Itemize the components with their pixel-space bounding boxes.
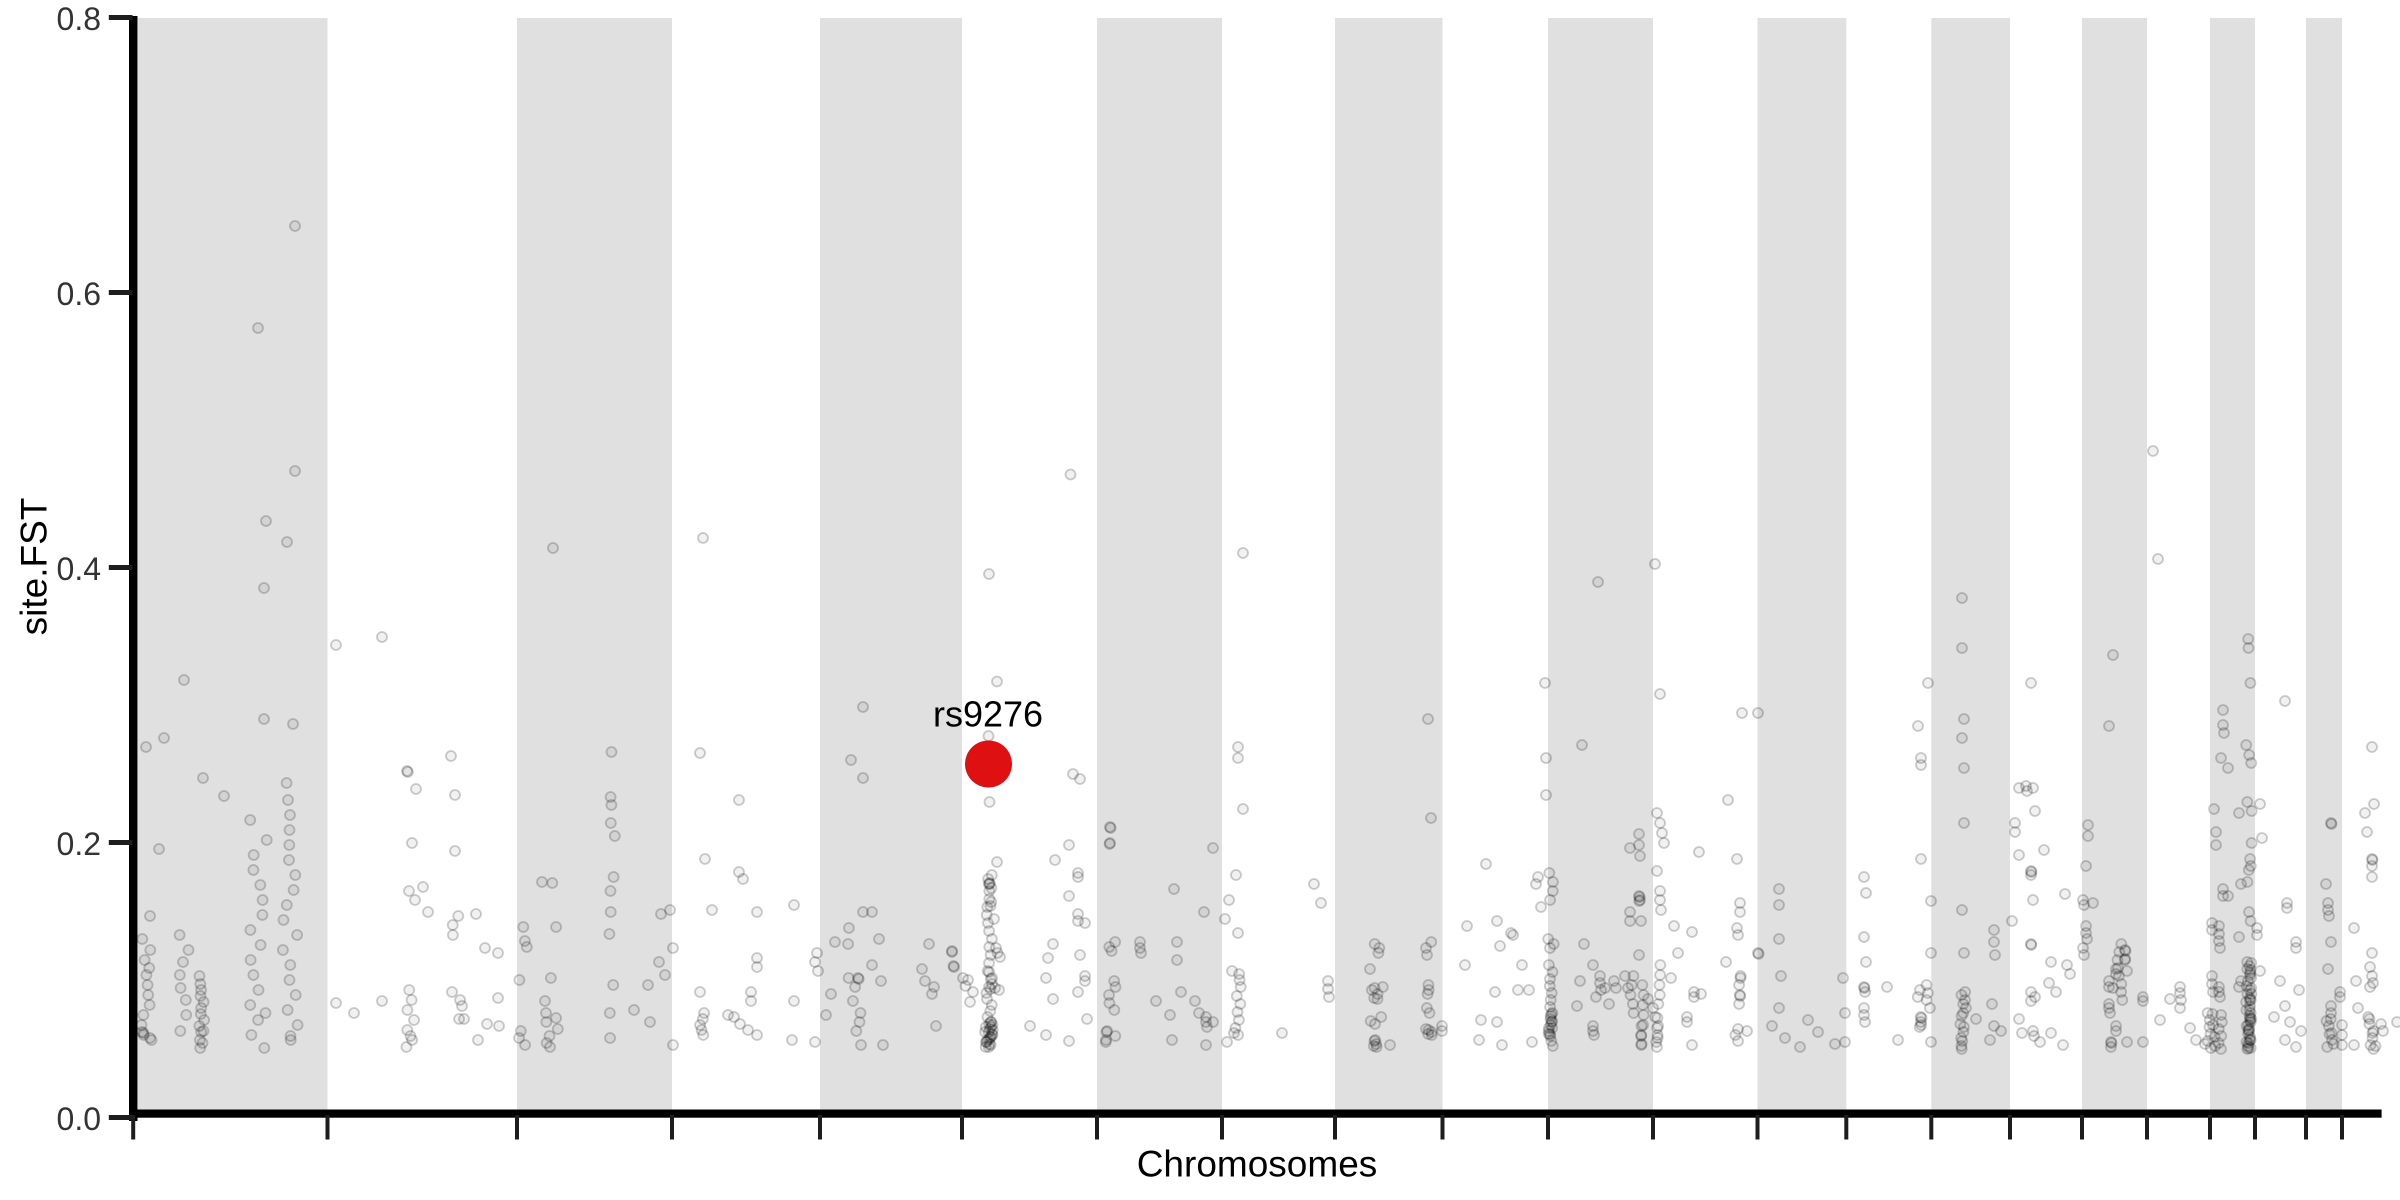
svg-text:rs9276: rs9276: [933, 694, 1043, 735]
svg-text:0.8: 0.8: [57, 1, 101, 37]
svg-text:Chromosomes: Chromosomes: [1137, 1144, 1378, 1185]
svg-text:0.6: 0.6: [57, 276, 101, 312]
svg-text:site.FST: site.FST: [14, 498, 55, 636]
svg-text:0.0: 0.0: [57, 1101, 101, 1137]
svg-text:0.4: 0.4: [57, 551, 101, 587]
svg-text:0.2: 0.2: [57, 826, 101, 862]
